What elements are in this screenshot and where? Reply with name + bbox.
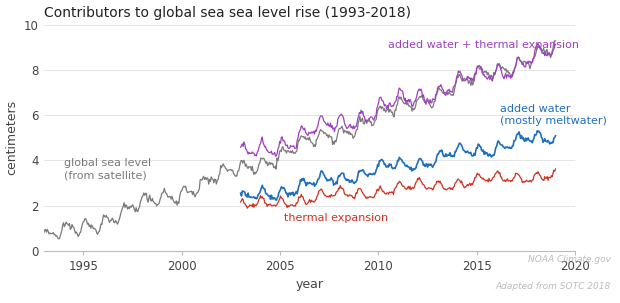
Text: Contributors to global sea sea level rise (1993-2018): Contributors to global sea sea level ris… [44,5,411,20]
Text: added water
(mostly meltwater): added water (mostly meltwater) [500,104,607,126]
Text: added water + thermal expansion: added water + thermal expansion [388,40,579,50]
Text: NOAA Climate.gov: NOAA Climate.gov [528,255,611,264]
Text: Adapted from SOTC 2018: Adapted from SOTC 2018 [495,282,611,291]
Y-axis label: centimeters: centimeters [6,100,19,175]
Text: thermal expansion: thermal expansion [284,213,388,223]
X-axis label: year: year [296,278,324,291]
Text: global sea level
(from satellite): global sea level (from satellite) [63,158,151,181]
